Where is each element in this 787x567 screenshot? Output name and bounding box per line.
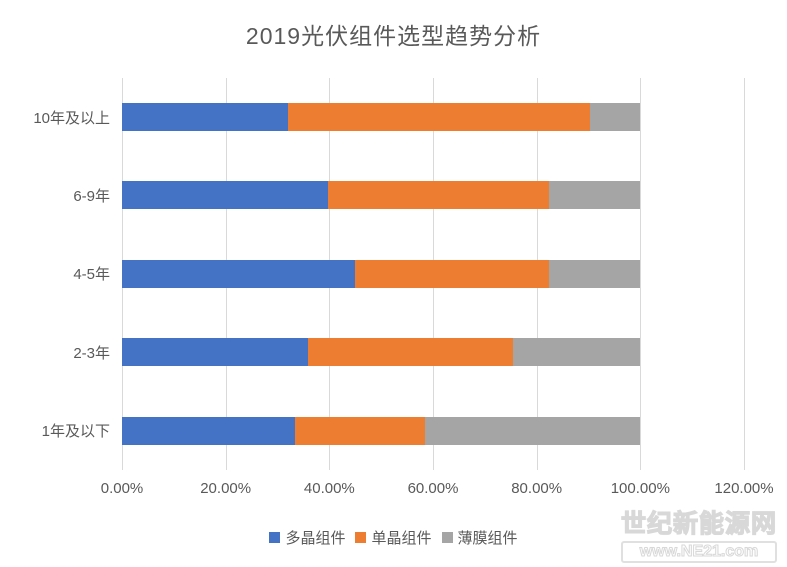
category-label: 1年及以下 [41,423,110,441]
legend-item-series-0: 多晶组件 [269,527,345,548]
x-axis-tick-label: 120.00% [714,480,774,497]
category-label: 4-5年 [73,266,110,284]
value-axis: 0.00% 20.00% 40.00% 60.00% 80.00% 100.00% 120.… [101,480,774,500]
legend: 多晶组件 单晶组件 薄膜组件 [0,527,787,548]
legend-label: 单晶组件 [371,530,432,547]
legend-swatch-icon [441,532,453,543]
category-axis: 10年及以上 6-9年 4-5年 2-3年 1年及以下 [0,78,110,470]
bar-segment-series-0 [122,338,309,367]
legend-label: 薄膜组件 [457,530,518,547]
x-axis-tick-label: 100.00% [610,480,670,497]
bar-segment-series-1 [295,416,426,445]
stacked-bar [122,259,744,288]
bar-segment-series-2 [425,416,641,445]
bar-segment-series-2 [549,259,641,288]
stacked-bar [122,416,744,445]
category-label: 10年及以上 [33,109,110,127]
legend-item-series-1: 单晶组件 [355,527,432,548]
category-label: 2-3年 [73,344,110,362]
bar-segment-series-0 [122,416,296,445]
legend-item-series-2: 薄膜组件 [441,527,518,548]
x-axis-tick-label: 20.00% [200,480,252,497]
stacked-bar [122,181,744,210]
x-axis-tick-label: 40.00% [303,480,355,497]
watermark-site-name: 世纪新能源网 [620,509,777,538]
bar-segment-series-0 [122,181,328,210]
x-axis-tick-label: 0.00% [100,480,144,497]
bar-row [122,313,744,391]
bar-row [122,235,744,313]
bar-segment-series-0 [122,103,288,131]
plot-area [122,78,745,470]
gridline [744,78,745,470]
x-axis-tick-label: 60.00% [407,480,459,497]
bar-segment-series-1 [355,259,550,288]
watermark: 世纪新能源网 www.NE21.com [620,504,777,563]
legend-swatch-icon [355,532,367,543]
bar-row [122,392,744,470]
bar-row [122,156,744,234]
stacked-bar [122,103,744,131]
stacked-bar [122,338,744,367]
chart-title: 2019光伏组件选型趋势分析 [245,23,542,49]
category-label: 6-9年 [73,188,110,206]
bar-segment-series-1 [327,181,550,210]
bar-row [122,78,744,156]
bar-segment-series-1 [308,338,514,367]
bar-segment-series-2 [589,103,641,131]
bar-segment-series-1 [287,103,590,131]
bar-segment-series-2 [513,338,641,367]
legend-label: 多晶组件 [285,530,346,547]
x-axis-tick-label: 80.00% [511,480,563,497]
gridline [640,78,642,470]
watermark-url: www.NE21.com [620,541,777,563]
legend-swatch-icon [269,532,281,543]
bar-segment-series-0 [122,259,356,288]
bar-segment-series-2 [549,181,641,210]
